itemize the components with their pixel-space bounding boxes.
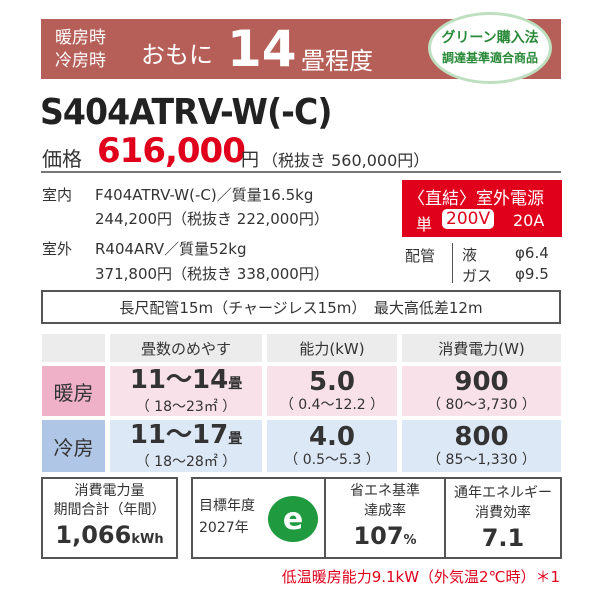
pipe-length-box: 長尺配管15m（チャージレス15m） 最大高低差12m	[41, 290, 561, 324]
divider	[324, 479, 326, 557]
divider	[444, 479, 446, 557]
row-label-heating: 暖房	[42, 366, 105, 416]
price-excl-tax: （税抜き 560,000円）	[262, 151, 430, 170]
cooling-tatami: 11～17畳 （ 18～28㎡ ）	[110, 420, 262, 472]
power-supply-box: 〈直結〉室外電源 単 200V 20A	[402, 180, 562, 237]
cooling-power-range: （ 85～1,330 ）	[427, 452, 536, 468]
header-power: 消費電力(W)	[402, 334, 561, 362]
annual-value: 1,066	[55, 520, 132, 549]
heating-power-range: （ 80～3,730 ）	[427, 397, 536, 413]
model-number: S404ATRV-W(-C)	[40, 92, 333, 133]
price-yen: 円	[241, 150, 259, 171]
power-single: 単	[416, 215, 433, 234]
heating-power: 900 （ 80～3,730 ）	[402, 366, 561, 416]
saving-value: 107	[353, 521, 404, 550]
annual-unit: kWh	[131, 531, 164, 547]
row-label-cooling: 冷房	[42, 420, 105, 472]
target-line1: 目標年度	[199, 498, 255, 514]
price-label: 価格	[42, 147, 82, 171]
tatami-unit: 畳	[228, 431, 243, 447]
liquid-size: φ6.4	[515, 244, 549, 262]
tatami-size: 14	[227, 20, 297, 78]
divider	[41, 171, 561, 173]
tatami-unit: 畳程度	[301, 47, 373, 75]
heating-tatami-value: 11～14	[129, 365, 229, 395]
gas-size: φ9.5	[515, 265, 549, 283]
outdoor-model: R404ARV／質量52kg	[95, 240, 247, 258]
annual-line2: 期間合計（年間）	[53, 501, 166, 518]
saving-line2: 達成率	[364, 502, 406, 519]
tatami-unit: 畳	[228, 376, 243, 392]
piping-label: 配管	[405, 247, 436, 265]
saving-rate: 省エネ基準 達成率 107%	[326, 479, 444, 557]
cooling-capacity-value: 4.0	[308, 422, 356, 452]
indoor-label: 室内	[42, 186, 73, 204]
outdoor-price: 371,800円（税抜き 338,000円）	[95, 265, 329, 283]
badge-line1: グリーン購入法	[441, 30, 539, 46]
outdoor-label: 室外	[42, 240, 73, 258]
heating-capacity-range: （ 0.4～12.2 ）	[279, 397, 385, 413]
saving-unit: %	[403, 532, 417, 548]
cooling-capacity-range: （ 0.5～5.3 ）	[284, 452, 380, 468]
apf: 通年エネルギー 消費効率 7.1	[446, 479, 560, 557]
green-purchase-badge: グリーン購入法 調達基準適合商品	[428, 12, 552, 84]
annual-consumption-box: 消費電力量 期間合計（年間） 1,066kWh	[41, 477, 178, 559]
heating-tatami: 11～14畳 （ 18～23㎡ ）	[110, 366, 262, 416]
mainly-label: おもに	[141, 41, 213, 69]
badge-line2: 調達基準適合商品	[441, 51, 538, 65]
piping-divider	[452, 243, 453, 283]
gas-label: ガス	[462, 267, 493, 285]
cooling-capacity: 4.0 （ 0.5～5.3 ）	[267, 420, 397, 472]
cooling-power: 800 （ 85～1,330 ）	[402, 420, 561, 472]
heating-power-value: 900	[454, 367, 509, 397]
header-tatami: 畳数のめやす	[110, 334, 262, 362]
cool-label: 冷房時	[55, 51, 106, 71]
target-year: 目標年度 2027年	[199, 495, 255, 539]
power-title: 〈直結〉室外電源	[408, 189, 544, 209]
target-line2: 2027年	[199, 520, 249, 536]
liquid-label: 液	[462, 246, 478, 264]
cooling-tatami-value: 11～17	[129, 420, 229, 450]
heating-area: （ 18～23㎡ ）	[135, 399, 237, 415]
heating-capacity: 5.0 （ 0.4～12.2 ）	[267, 366, 397, 416]
table-corner	[42, 334, 105, 362]
apf-value: 7.1	[481, 524, 525, 552]
apf-line2: 消費効率	[475, 505, 531, 521]
heat-label: 暖房時	[55, 28, 106, 48]
footnote: 低温暖房能力9.1kW（外気温2℃時）＊1	[281, 568, 560, 586]
indoor-model: F404ATRV-W(-C)／質量16.5kg	[95, 186, 314, 204]
heating-capacity-value: 5.0	[308, 367, 356, 397]
saving-line1: 省エネ基準	[350, 482, 420, 499]
apf-line1: 通年エネルギー	[454, 485, 552, 501]
cooling-power-value: 800	[454, 422, 509, 452]
energy-saving-box: 目標年度 2027年 e 省エネ基準 達成率 107% 通年エネルギー 消費効率…	[191, 477, 562, 559]
energy-saving-e-mark-icon: e	[268, 496, 318, 542]
power-voltage: 200V	[442, 209, 495, 229]
price-value: 616,000	[97, 131, 246, 171]
indoor-price: 244,200円（税抜き 222,000円）	[95, 210, 329, 228]
annual-line1: 消費電力量	[74, 482, 145, 499]
cooling-area: （ 18～28㎡ ）	[135, 454, 237, 470]
power-amp: 20A	[513, 211, 545, 230]
header-capacity: 能力(kW)	[267, 334, 397, 362]
